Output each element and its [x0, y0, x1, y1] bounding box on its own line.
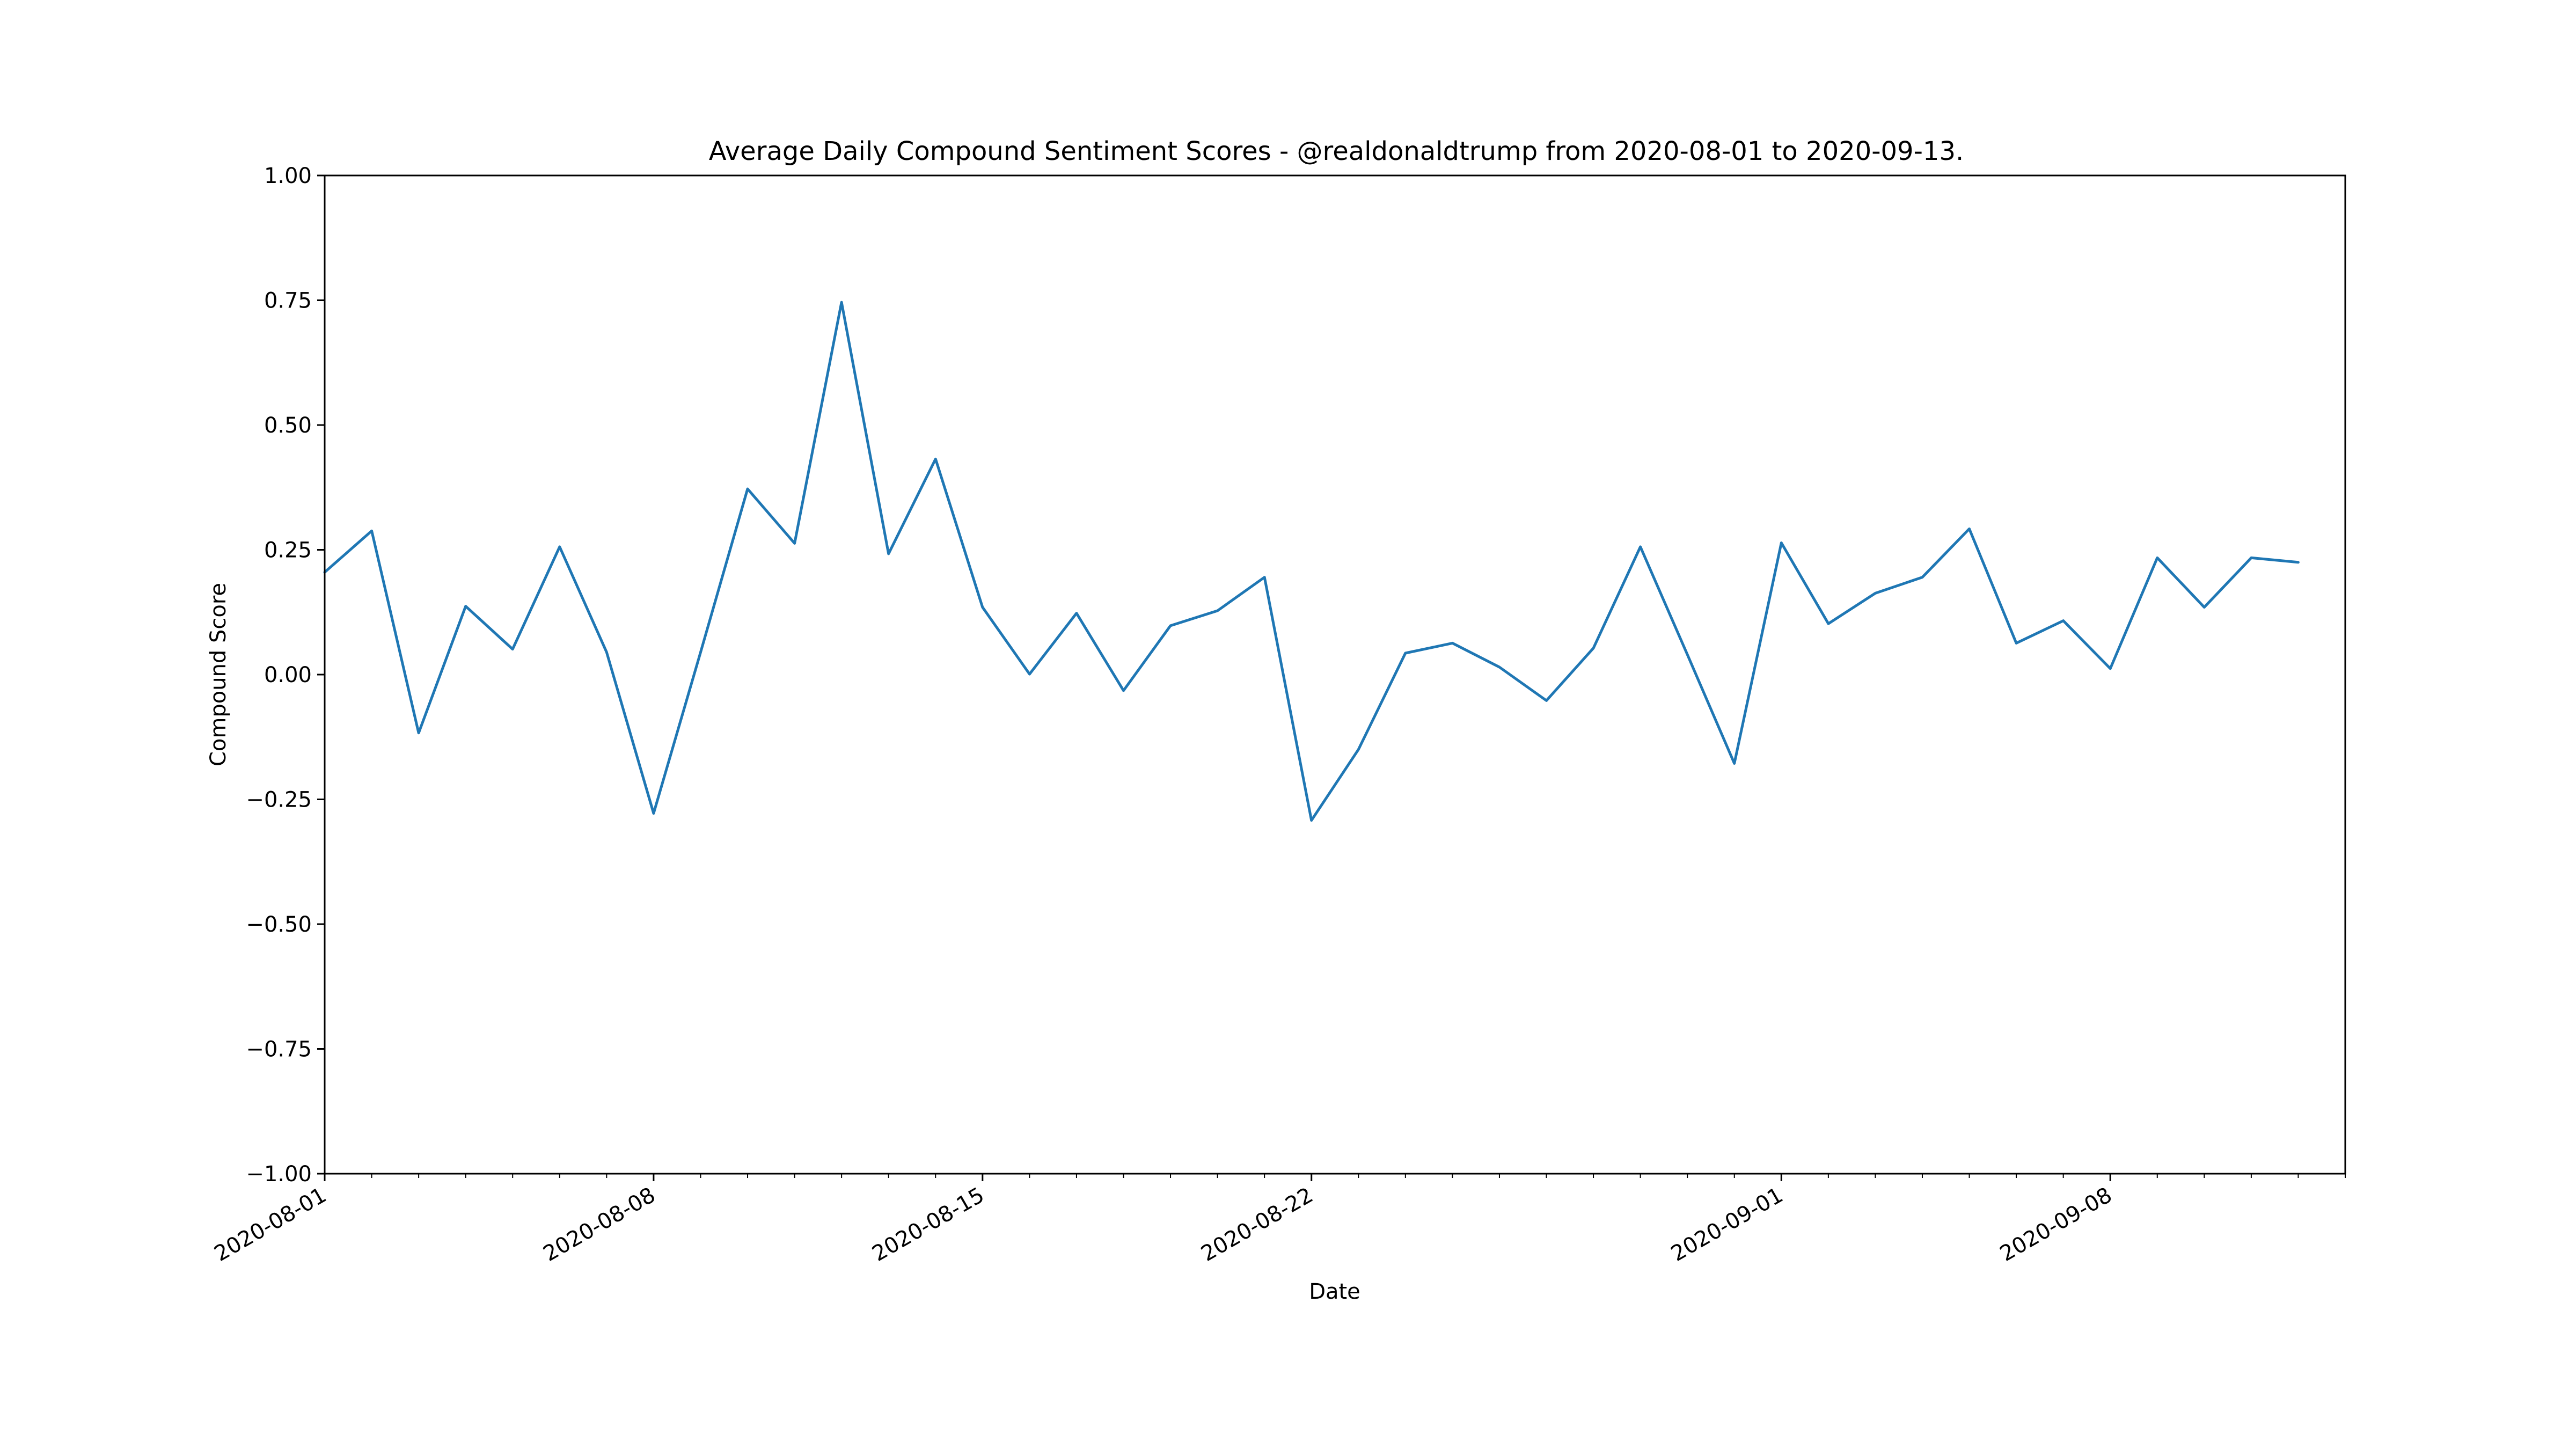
- plot-area: [323, 301, 2300, 822]
- y-tick-label: 0.25: [264, 538, 312, 563]
- y-tick-label: 0.00: [264, 663, 312, 687]
- y-tick-label: −1.00: [246, 1162, 312, 1187]
- y-tick-label: −0.50: [246, 912, 312, 937]
- chart-title: Average Daily Compound Sentiment Scores …: [709, 136, 1964, 166]
- y-tick-label: −0.25: [246, 788, 312, 813]
- y-tick-label: −0.75: [246, 1037, 312, 1062]
- y-tick-label: 0.50: [264, 413, 312, 438]
- y-tick-label: 1.00: [264, 164, 312, 188]
- series-line: [323, 301, 2300, 822]
- y-axis: −1.00 −0.75 −0.50 −0.25 0.00 0.25 0.50 0.75 1.00: [246, 164, 325, 1187]
- y-axis-label: Compound Score: [206, 583, 231, 766]
- y-tick-label: 0.75: [264, 289, 312, 313]
- x-axis-label: Date: [1309, 1279, 1360, 1304]
